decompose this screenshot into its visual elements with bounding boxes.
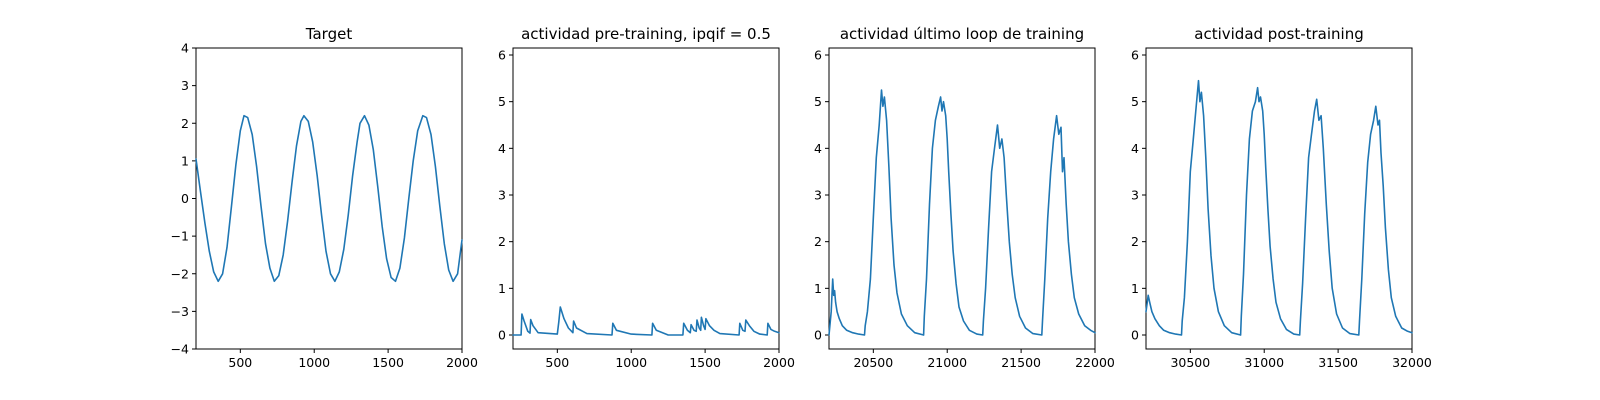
y-tick-label: 2: [498, 234, 506, 249]
subplot-target: Target 500 1000 1500 2000 −4 −3 −2 −1 0 1 2 3 4: [171, 25, 478, 370]
x-tick-label: 1000: [615, 355, 647, 370]
axes-frame: [512, 47, 780, 350]
x-tick-label: 21000: [927, 355, 967, 370]
x-tick-label: 1500: [689, 355, 721, 370]
y-tick-label: 3: [814, 188, 822, 203]
y-tick-label: −3: [171, 304, 189, 319]
series: [195, 114, 463, 283]
axes-frame: [195, 47, 463, 350]
y-tick-label: 2: [181, 116, 189, 131]
subplot-post-training: actividad post-training 30500 31000 31500 3…: [1131, 25, 1432, 370]
y-tick-label: 1: [498, 281, 506, 296]
x-tick-label: 1500: [372, 355, 404, 370]
subplot-title: actividad último loop de training: [840, 25, 1084, 43]
series: [1145, 79, 1413, 336]
x-ticks: 500 1000 1500 2000: [545, 349, 795, 370]
subplot-last-training-loop: actividad último loop de training 20500 2…: [814, 25, 1115, 370]
y-tick-label: 2: [814, 234, 822, 249]
y-tick-label: 0: [181, 191, 189, 206]
y-tick-label: −4: [171, 342, 189, 357]
y-tick-label: 3: [181, 78, 189, 93]
series-line: [1145, 79, 1413, 336]
subplot-title: Target: [305, 25, 353, 43]
x-tick-label: 500: [228, 355, 252, 370]
y-tick-label: 1: [814, 281, 822, 296]
x-tick-label: 22000: [1075, 355, 1115, 370]
series-line: [828, 89, 1096, 336]
y-tick-label: 0: [814, 328, 822, 343]
x-ticks: 20500 21000 21500 22000: [853, 349, 1115, 370]
y-ticks: 0 1 2 3 4 5 6: [1131, 48, 1146, 343]
series-line: [195, 114, 463, 283]
y-tick-label: 4: [498, 141, 506, 156]
x-tick-label: 500: [545, 355, 569, 370]
y-tick-label: 3: [1131, 188, 1139, 203]
y-tick-label: 6: [498, 48, 506, 63]
y-tick-label: −2: [171, 266, 189, 281]
y-tick-label: 0: [1131, 328, 1139, 343]
y-tick-label: 4: [1131, 141, 1139, 156]
x-ticks: 500 1000 1500 2000: [228, 349, 478, 370]
subplot-title: actividad pre-training, ipqif = 0.5: [521, 25, 771, 43]
x-tick-label: 31500: [1318, 355, 1358, 370]
axes-frame: [1145, 47, 1413, 350]
y-tick-label: 3: [498, 188, 506, 203]
y-ticks: −4 −3 −2 −1 0 1 2 3 4: [171, 41, 196, 357]
x-tick-label: 2000: [446, 355, 478, 370]
series: [512, 306, 780, 336]
x-tick-label: 31000: [1244, 355, 1284, 370]
y-tick-label: −1: [171, 229, 189, 244]
y-tick-label: 0: [498, 328, 506, 343]
x-tick-label: 21500: [1001, 355, 1041, 370]
y-tick-label: 6: [1131, 48, 1139, 63]
y-tick-label: 4: [814, 141, 822, 156]
x-ticks: 30500 31000 31500 32000: [1170, 349, 1432, 370]
series-line: [512, 306, 780, 336]
x-tick-label: 30500: [1170, 355, 1210, 370]
y-tick-label: 5: [814, 94, 822, 109]
y-ticks: 0 1 2 3 4 5 6: [814, 48, 829, 343]
y-ticks: 0 1 2 3 4 5 6: [498, 48, 513, 343]
subplot-pre-training: actividad pre-training, ipqif = 0.5 500 1…: [498, 25, 795, 370]
y-tick-label: 1: [181, 153, 189, 168]
y-tick-label: 6: [814, 48, 822, 63]
y-tick-label: 5: [498, 94, 506, 109]
y-tick-label: 1: [1131, 281, 1139, 296]
subplot-title: actividad post-training: [1194, 25, 1363, 43]
series: [828, 89, 1096, 336]
x-tick-label: 2000: [763, 355, 795, 370]
y-tick-label: 4: [181, 41, 189, 56]
axes-frame: [828, 47, 1096, 350]
x-tick-label: 20500: [853, 355, 893, 370]
y-tick-label: 5: [1131, 94, 1139, 109]
x-tick-label: 1000: [298, 355, 330, 370]
y-tick-label: 2: [1131, 234, 1139, 249]
x-tick-label: 32000: [1392, 355, 1432, 370]
